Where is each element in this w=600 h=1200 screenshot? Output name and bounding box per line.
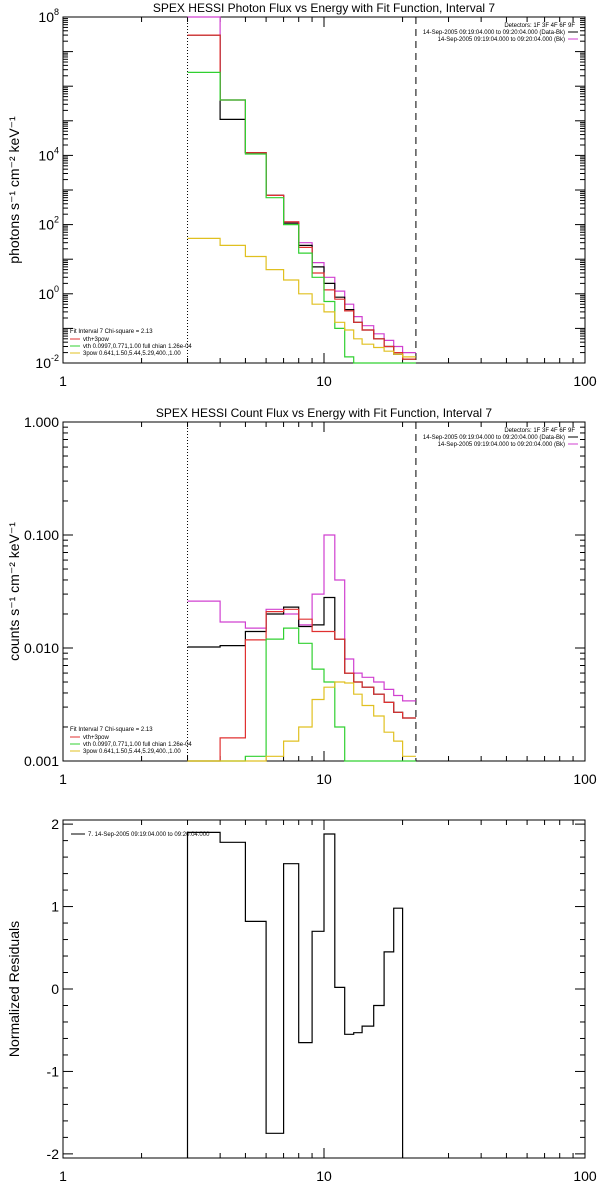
y-tick-label: 1 [51, 899, 59, 915]
fit-header: Fit Interval 7 Chi-square = 2.13 [70, 329, 153, 335]
fit-header: Fit Interval 7 Chi-square = 2.13 [70, 727, 153, 733]
x-tick-label: 1 [59, 1168, 67, 1184]
legend-left-label: vth+3pow [83, 337, 110, 343]
x-tick-label: 10 [316, 771, 332, 787]
series-line-1 [186, 831, 404, 1158]
series-line-5 [187, 237, 416, 358]
y-axis-label: photons s⁻¹ cm⁻² keV⁻¹ [6, 116, 22, 264]
chart-panel-1: SPEX HESSI Photon Flux vs Energy with Fi… [6, 1, 597, 389]
x-tick-label: 100 [573, 373, 597, 389]
chart-panel-3: 1 10 100 -2 -1 0 1 2 Normalized Residuals 7. 14-S… [6, 816, 597, 1184]
y-tick-label: 102 [38, 215, 59, 233]
y-tick-label: -1 [47, 1063, 60, 1079]
y-axis-label: Normalized Residuals [6, 921, 22, 1057]
y-tick-label: 10-2 [35, 353, 59, 371]
legend-left-label: vth+3pow [83, 735, 110, 741]
detectors-text: Detectors: 1F 3F 4F 6F 9F [504, 428, 575, 434]
x-tick-label: 100 [573, 771, 597, 787]
y-axis-label: counts s⁻¹ cm⁻² keV⁻¹ [6, 522, 22, 661]
legend-left-label: 3pow 0.641,1.50,5.44,5.29,400.,1.00 [83, 749, 181, 755]
legend-right-label: 14-Sep-2005 09:19:04.000 to 09:20:04.000… [438, 442, 565, 448]
legend-right-label: 14-Sep-2005 09:19:04.000 to 09:20:04.000… [438, 37, 565, 43]
series-line-5 [187, 681, 416, 762]
chart-title: SPEX HESSI Count Flux vs Energy with Fit… [156, 406, 492, 420]
series-line-4 [187, 71, 416, 364]
x-tick-label: 100 [573, 1168, 597, 1184]
legend-left-label: 7. 14-Sep-2005 09:19:04.000 to 09:20:04.… [88, 832, 210, 838]
detectors-text: Detectors: 1F 3F 4F 6F 9F [504, 23, 575, 29]
chart-title: SPEX HESSI Photon Flux vs Energy with Fi… [153, 1, 495, 15]
x-tick-label: 10 [316, 1168, 332, 1184]
y-tick-label: 0.010 [24, 640, 59, 656]
y-tick-label: 0 [51, 981, 59, 997]
legend-right-label: 14-Sep-2005 09:19:04.000 to 09:20:04.000… [423, 435, 565, 441]
legend-left-label: 3pow 0.641,1.50,5.44,5.29,400.,1.00 [83, 351, 181, 357]
legend-right-label: 14-Sep-2005 09:19:04.000 to 09:20:04.000… [423, 30, 565, 36]
chart-panel-2: SPEX HESSI Count Flux vs Energy with Fit… [6, 406, 597, 787]
x-tick-label: 1 [59, 771, 67, 787]
y-tick-label: 0.001 [24, 753, 59, 769]
y-tick-label: 0.100 [24, 527, 59, 543]
x-tick-label: 1 [59, 373, 67, 389]
y-tick-label: 108 [38, 7, 59, 25]
y-tick-label: 2 [51, 816, 59, 832]
y-tick-label: -2 [47, 1146, 60, 1162]
legend-left-label: vth 0.0997,0.771,1.00 full chian 1.26e-0… [83, 742, 192, 748]
y-tick-label: 1.000 [24, 414, 59, 430]
legend-left-label: vth 0.0997,0.771,1.00 full chian 1.26e-0… [83, 344, 192, 350]
y-tick-label: 100 [38, 284, 59, 302]
y-tick-label: 104 [38, 145, 59, 163]
x-tick-label: 10 [316, 373, 332, 389]
